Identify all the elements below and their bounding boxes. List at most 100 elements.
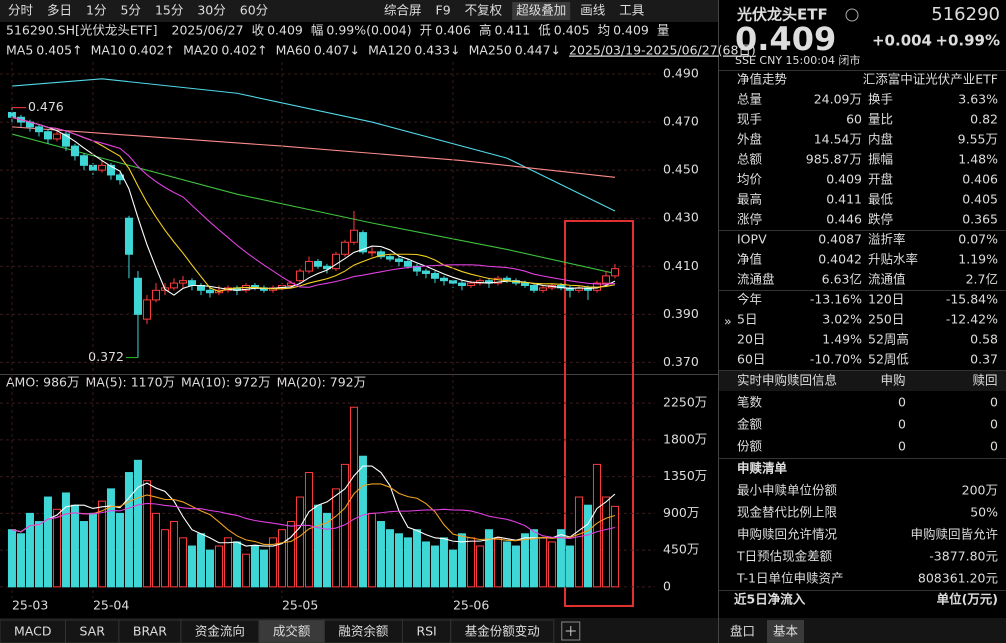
bottom-tab[interactable]: BRAR — [133, 624, 167, 639]
y-tick-label: 0.490 — [663, 66, 699, 81]
volume-bar — [223, 537, 232, 588]
stat-value: -13.16% — [810, 292, 862, 307]
bottom-tab[interactable]: 融资余额 — [338, 624, 389, 639]
period-tab[interactable]: 5分 — [120, 3, 140, 18]
y-tick-label: 0.410 — [663, 258, 699, 273]
volume-bar — [304, 472, 313, 588]
y-tick-label: 2250万 — [663, 395, 707, 410]
info-icon[interactable] — [845, 8, 859, 22]
stat-value: 0.4087 — [818, 232, 862, 247]
y-tick-label: 0.470 — [663, 114, 699, 129]
nav-title[interactable]: 净值走势 — [737, 72, 788, 87]
stat-label: 涨停 — [737, 212, 762, 227]
bottom-tab[interactable]: MACD — [14, 624, 51, 639]
volume-bar — [448, 549, 457, 588]
volume-bar — [484, 529, 493, 588]
stat-value: 60 — [846, 112, 862, 127]
price-change-pct: +0.99% — [935, 32, 1000, 50]
divider — [719, 290, 1006, 291]
period-tab[interactable]: 多日 — [47, 3, 72, 18]
field-label: 量 — [657, 23, 670, 38]
toolbar-button[interactable]: 综合屏 — [384, 3, 422, 18]
volume-bar — [610, 505, 619, 588]
amo-legend: MA(5): 1170万 — [86, 375, 176, 390]
tab-bg — [450, 619, 555, 643]
ma-value: 0.402↑ — [129, 43, 175, 58]
x-tick-label: 25-05 — [282, 598, 318, 613]
candle-body — [367, 251, 376, 254]
toolbar-button[interactable]: 工具 — [619, 3, 645, 18]
period-tab[interactable]: 15分 — [155, 3, 183, 18]
bottom-tab[interactable]: 基金份额变动 — [465, 624, 540, 639]
volume-bar — [277, 529, 286, 588]
stat-value: 0.409 — [826, 172, 862, 187]
period-tab[interactable]: 60分 — [240, 3, 268, 18]
period-tab[interactable]: 1分 — [86, 3, 106, 18]
volume-bar — [403, 537, 412, 588]
collapse-arrow[interactable]: » — [724, 314, 732, 329]
toolbar-button[interactable]: F9 — [436, 3, 451, 18]
volume-bar — [430, 545, 439, 588]
volume-bar — [268, 537, 277, 588]
volume-bar — [241, 553, 250, 588]
bottom-tab[interactable]: 资金流向 — [195, 624, 245, 639]
period-tab[interactable]: 30分 — [197, 3, 225, 18]
bottom-tab[interactable]: RSI — [416, 624, 436, 639]
tab-bg — [724, 620, 762, 643]
candle-body — [178, 280, 187, 284]
low-label: 0.372 — [88, 349, 124, 364]
section-title: 近5日净流入 — [734, 592, 806, 607]
volume-bar — [583, 504, 592, 588]
bottom-tab[interactable]: SAR — [79, 624, 105, 639]
ma-value: 0.433↓ — [414, 43, 460, 58]
volume-bar — [502, 541, 511, 588]
divider — [719, 458, 1006, 459]
volume-bar — [61, 492, 70, 588]
stat-label: 量比 — [868, 112, 893, 127]
stat-label: 20日 — [737, 332, 765, 347]
date: 2025/06/27 — [172, 23, 244, 38]
list-value: 50% — [970, 505, 998, 520]
section-title: 实时申购赎回信息 — [737, 373, 837, 388]
cell-label: 金额 — [737, 417, 763, 432]
volume-bar — [412, 529, 421, 588]
period-tab[interactable]: 分时 — [8, 3, 34, 18]
toolbar-button[interactable]: 不复权 — [465, 3, 503, 18]
bottom-tab[interactable]: 成交额 — [273, 624, 311, 639]
ma-value: 0.405↑ — [36, 43, 82, 58]
volume-bar — [349, 406, 358, 588]
amo-legend: MA(20): 792万 — [277, 375, 367, 390]
ma-line — [11, 502, 616, 540]
volume-bar — [259, 549, 268, 588]
stat-label: 内盘 — [868, 132, 893, 147]
candle-body — [313, 260, 322, 267]
toolbar-bg — [0, 0, 718, 22]
toolbar-button[interactable]: 超级叠加 — [516, 3, 566, 18]
stat-label: 振幅 — [868, 152, 893, 167]
candle-body — [493, 277, 502, 284]
add-tab-plus — [565, 626, 576, 636]
cell-value: 0 — [898, 439, 906, 454]
toolbar-button[interactable]: 画线 — [580, 3, 606, 18]
panel-tab[interactable]: 盘口 — [730, 624, 755, 639]
candle-body — [601, 275, 610, 284]
volume-bar — [376, 521, 385, 588]
unit-label: 单位(万元) — [937, 592, 998, 607]
volume-bar — [385, 529, 394, 588]
y-tick-label: 900万 — [663, 505, 699, 520]
stat-label: 跌停 — [868, 212, 893, 227]
stat-value: -10.70% — [810, 352, 862, 367]
add-tab[interactable] — [561, 621, 581, 641]
y-tick-label: 1350万 — [663, 468, 707, 483]
panel-tab[interactable]: 基本 — [773, 624, 799, 639]
candle-body — [448, 280, 457, 284]
candle-body — [205, 289, 214, 294]
stat-label: 外盘 — [737, 132, 762, 147]
ma-line — [11, 116, 616, 296]
candle-body — [142, 299, 151, 320]
volume-bar — [115, 512, 124, 588]
volume-bar — [232, 541, 241, 588]
volume-bar — [574, 496, 583, 588]
stat-value: 0.365 — [962, 212, 998, 227]
